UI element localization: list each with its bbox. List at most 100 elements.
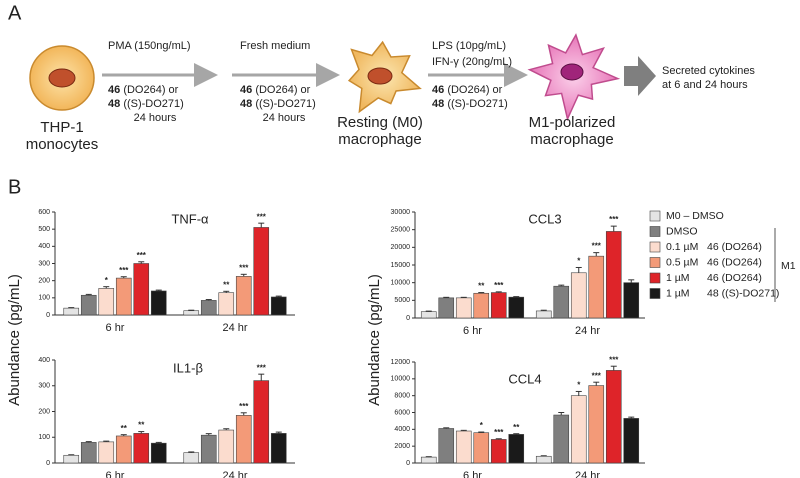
y-tick-label: 100 bbox=[38, 434, 50, 441]
y-tick-label: 8000 bbox=[394, 393, 410, 400]
y-tick-label: 100 bbox=[38, 295, 50, 302]
significance: ** bbox=[513, 423, 520, 432]
significance: *** bbox=[239, 263, 249, 272]
group-label: M1 bbox=[781, 260, 796, 272]
significance: *** bbox=[239, 402, 249, 411]
bar bbox=[553, 285, 570, 319]
significance: * bbox=[577, 257, 581, 266]
significance: *** bbox=[592, 371, 602, 380]
nucleus bbox=[560, 63, 584, 81]
legend-label: 0.5 µM 46 (DO264) bbox=[666, 256, 762, 268]
bar bbox=[63, 454, 80, 464]
significance: * bbox=[577, 381, 581, 390]
step-text: 48 ((S)-DO271) bbox=[108, 98, 184, 110]
significance: *** bbox=[494, 281, 504, 290]
bar bbox=[438, 297, 455, 319]
bar bbox=[98, 441, 115, 464]
y-tick-label: 6000 bbox=[394, 409, 410, 416]
significance: ** bbox=[138, 421, 145, 430]
legend-swatch bbox=[649, 241, 661, 253]
x-tick-label: 24 hr bbox=[575, 470, 600, 478]
legend-label: 1 µM 46 (DO264) bbox=[666, 272, 762, 284]
significance: ** bbox=[223, 280, 230, 289]
bar bbox=[218, 429, 235, 464]
chart-title: CCL3 bbox=[528, 211, 561, 226]
bar bbox=[623, 418, 640, 464]
bar bbox=[183, 452, 200, 464]
step-text: PMA (150ng/mL) bbox=[108, 40, 191, 52]
chart-title: TNF-α bbox=[171, 211, 209, 226]
bar bbox=[235, 415, 252, 464]
y-tick-label: 400 bbox=[38, 243, 50, 250]
cell-label: THP-1 bbox=[40, 119, 83, 136]
significance: * bbox=[480, 421, 484, 430]
step-text: 24 hours bbox=[134, 112, 177, 124]
panel-label: B bbox=[8, 176, 21, 198]
output-text: Secreted cytokines bbox=[662, 65, 755, 77]
x-tick-label: 24 hr bbox=[222, 470, 247, 478]
step-text: 46 (DO264) or bbox=[240, 84, 311, 96]
bar bbox=[133, 433, 150, 464]
bar bbox=[200, 434, 217, 464]
chart-title: IL1-β bbox=[173, 360, 203, 375]
significance: *** bbox=[257, 212, 267, 221]
cell-label: macrophage bbox=[338, 131, 421, 148]
bar bbox=[253, 227, 270, 316]
y-tick-label: 0 bbox=[46, 460, 50, 467]
bar bbox=[80, 442, 97, 464]
bar bbox=[570, 272, 587, 319]
significance: *** bbox=[257, 363, 267, 372]
bar bbox=[535, 455, 552, 464]
bar bbox=[490, 439, 507, 464]
y-tick-label: 400 bbox=[38, 357, 50, 364]
step-text: IFN-γ (20ng/mL) bbox=[432, 56, 512, 68]
y-tick-label: 0 bbox=[406, 460, 410, 467]
x-tick-label: 24 hr bbox=[575, 325, 600, 337]
cell-label: macrophage bbox=[530, 131, 613, 148]
bar bbox=[455, 430, 472, 464]
output-text: at 6 and 24 hours bbox=[662, 79, 748, 91]
cell-label: monocytes bbox=[26, 136, 99, 153]
x-tick-label: 6 hr bbox=[463, 470, 482, 478]
step-text: 46 (DO264) or bbox=[108, 84, 179, 96]
y-tick-label: 25000 bbox=[391, 227, 411, 234]
bar bbox=[553, 414, 570, 464]
bar bbox=[473, 292, 490, 319]
bar bbox=[63, 307, 80, 316]
significance: *** bbox=[609, 215, 619, 224]
bar bbox=[218, 292, 235, 316]
bar bbox=[235, 276, 252, 316]
y-tick-label: 10000 bbox=[391, 376, 411, 383]
bar bbox=[605, 370, 622, 464]
x-tick-label: 24 hr bbox=[222, 322, 247, 334]
bar bbox=[473, 432, 490, 464]
x-tick-label: 6 hr bbox=[106, 470, 125, 478]
significance: ** bbox=[121, 424, 128, 433]
step-text: 48 ((S)-DO271) bbox=[432, 98, 508, 110]
y-tick-label: 300 bbox=[38, 383, 50, 390]
y-tick-label: 200 bbox=[38, 278, 50, 285]
y-tick-label: 30000 bbox=[391, 209, 411, 216]
legend-label: 0.1 µM 46 (DO264) bbox=[666, 241, 762, 253]
bar bbox=[150, 442, 167, 464]
significance: * bbox=[105, 276, 109, 285]
bar bbox=[438, 428, 455, 464]
bar bbox=[508, 296, 525, 319]
output-arrow bbox=[624, 56, 656, 96]
bar bbox=[200, 300, 217, 316]
bar bbox=[535, 310, 552, 319]
x-tick-label: 6 hr bbox=[106, 322, 125, 334]
cell-label: M1-polarized bbox=[529, 114, 616, 131]
significance: *** bbox=[592, 242, 602, 251]
significance: ** bbox=[478, 282, 485, 291]
y-tick-label: 0 bbox=[406, 315, 410, 322]
significance: *** bbox=[494, 428, 504, 437]
bar bbox=[253, 380, 270, 464]
bar bbox=[508, 434, 525, 464]
significance: *** bbox=[119, 266, 129, 275]
significance: *** bbox=[137, 251, 147, 260]
y-tick-label: 200 bbox=[38, 408, 50, 415]
bar bbox=[270, 433, 287, 464]
chart-title: CCL4 bbox=[508, 371, 541, 386]
y-tick-label: 2000 bbox=[394, 443, 410, 450]
